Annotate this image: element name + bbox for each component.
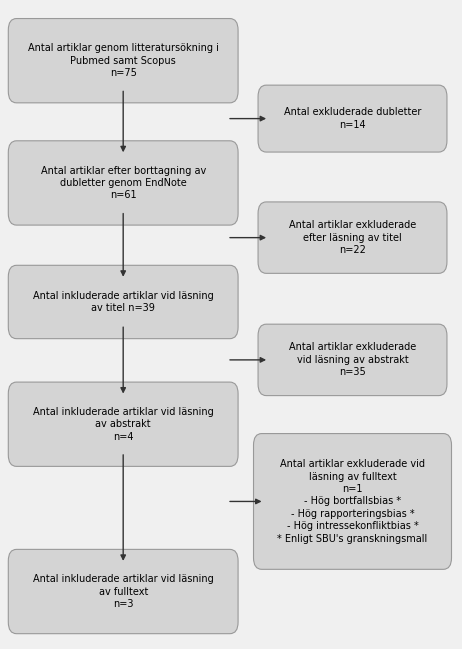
FancyBboxPatch shape [8, 265, 238, 339]
Text: Antal artiklar exkluderade
vid läsning av abstrakt
n=35: Antal artiklar exkluderade vid läsning a… [289, 343, 416, 377]
FancyBboxPatch shape [8, 382, 238, 467]
Text: Antal artiklar genom litteratursökning i
Pubmed samt Scopus
n=75: Antal artiklar genom litteratursökning i… [28, 43, 219, 78]
Text: Antal artiklar efter borttagning av
dubletter genom EndNote
n=61: Antal artiklar efter borttagning av dubl… [41, 165, 206, 201]
Text: Antal artiklar exkluderade
efter läsning av titel
n=22: Antal artiklar exkluderade efter läsning… [289, 220, 416, 255]
FancyBboxPatch shape [254, 434, 451, 569]
Text: Antal exkluderade dubletter
n=14: Antal exkluderade dubletter n=14 [284, 107, 421, 130]
FancyBboxPatch shape [258, 202, 447, 273]
FancyBboxPatch shape [8, 550, 238, 633]
Text: Antal inkluderade artiklar vid läsning
av abstrakt
n=4: Antal inkluderade artiklar vid läsning a… [33, 407, 213, 441]
Text: Antal artiklar exkluderade vid
läsning av fulltext
n=1
- Hög bortfallsbias *
- H: Antal artiklar exkluderade vid läsning a… [277, 459, 428, 544]
Text: Antal inkluderade artiklar vid läsning
av titel n=39: Antal inkluderade artiklar vid läsning a… [33, 291, 213, 313]
FancyBboxPatch shape [8, 141, 238, 225]
FancyBboxPatch shape [258, 324, 447, 396]
FancyBboxPatch shape [258, 85, 447, 152]
Text: Antal inkluderade artiklar vid läsning
av fulltext
n=3: Antal inkluderade artiklar vid läsning a… [33, 574, 213, 609]
FancyBboxPatch shape [8, 19, 238, 103]
